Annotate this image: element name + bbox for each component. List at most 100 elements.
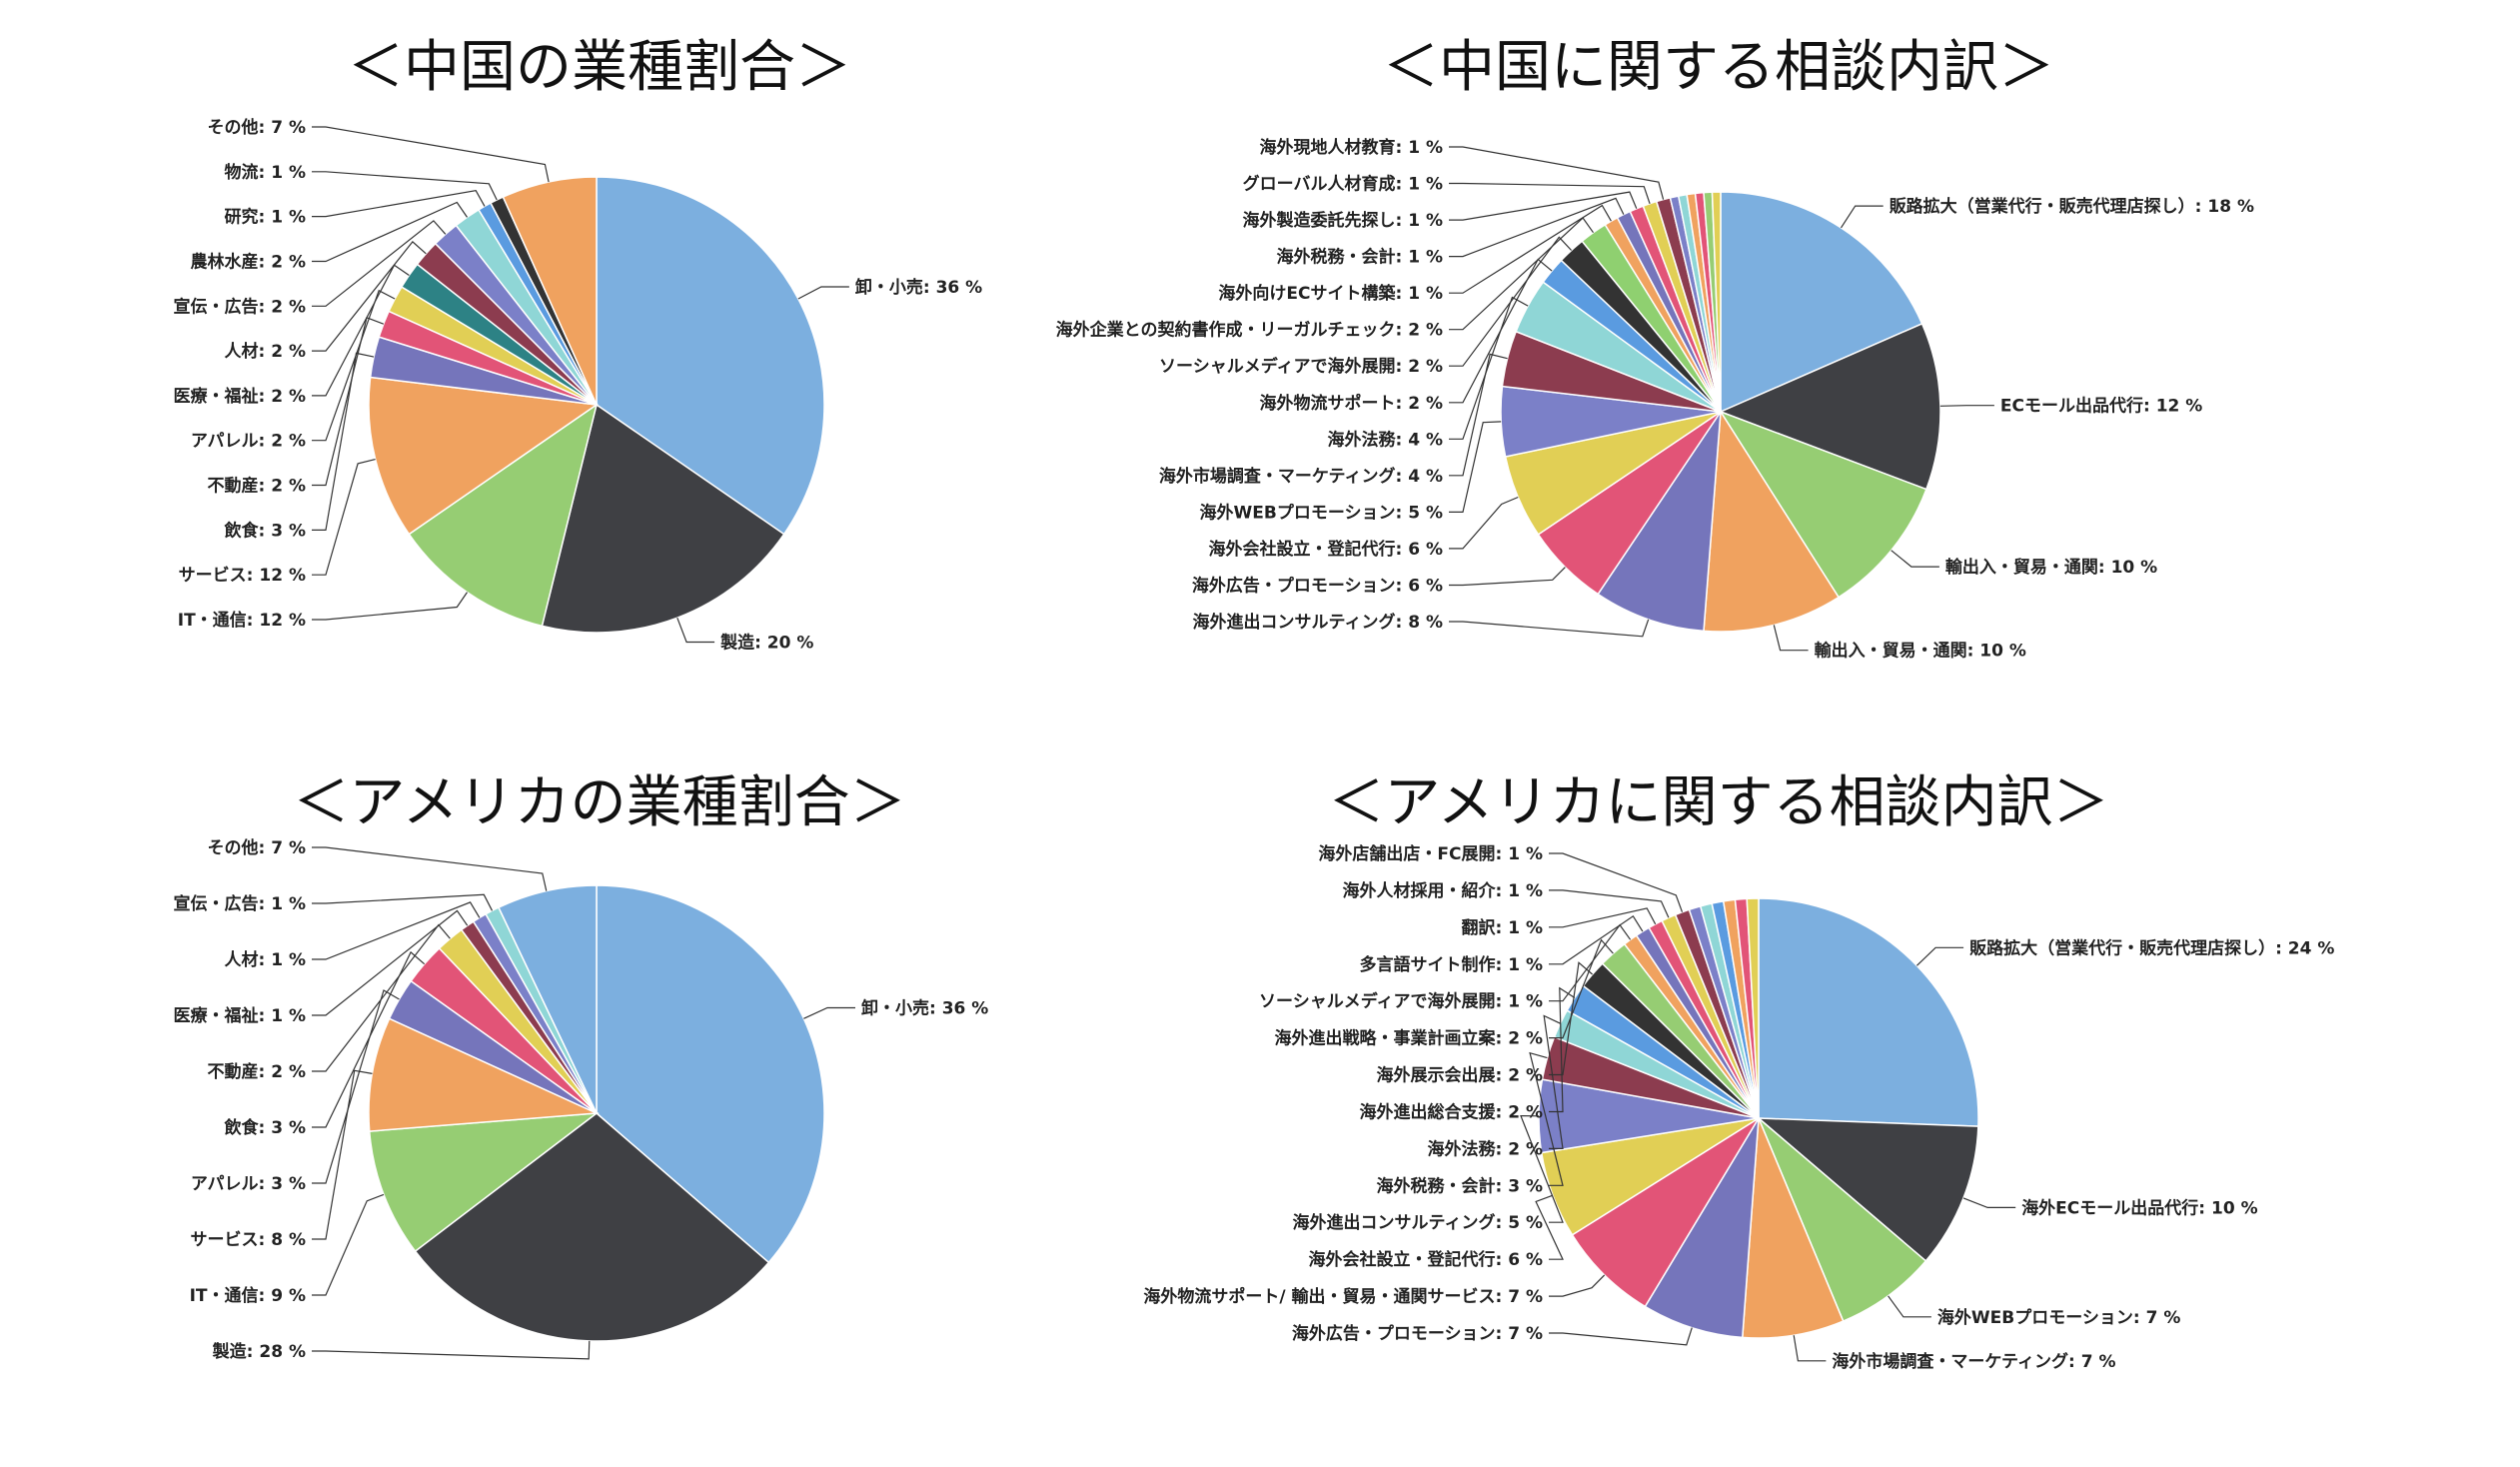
leader-line bbox=[312, 241, 427, 352]
slice-label: 海外市場調査・マーケティング: 4 % bbox=[1159, 466, 1443, 487]
slice-label: 海外店舗出店・FC展開: 1 % bbox=[1318, 843, 1543, 864]
slice-label: グローバル人材育成: 1 % bbox=[1243, 174, 1443, 195]
leader-line bbox=[1549, 961, 1593, 1076]
leader-line bbox=[1535, 1194, 1564, 1260]
leader-line bbox=[312, 1069, 373, 1240]
leader-line bbox=[312, 220, 447, 307]
slice-label: 海外会社設立・登記代行: 6 % bbox=[1309, 1249, 1544, 1270]
pie-slice bbox=[368, 376, 600, 536]
slice-label: 販路拡大（営業代行・販売代理店探し）: 18 % bbox=[1890, 196, 2254, 217]
slice-label: IT・通信: 12 % bbox=[178, 610, 306, 631]
leader-line bbox=[1962, 1197, 2016, 1208]
slice-label: 海外税務・会計: 1 % bbox=[1277, 247, 1444, 268]
chart-title: ＜アメリカの業種割合＞ bbox=[293, 770, 906, 835]
leader-line bbox=[1449, 191, 1638, 221]
slice-label: 物流: 1 % bbox=[225, 162, 307, 183]
slice-label: 海外物流サポート: 2 % bbox=[1260, 393, 1444, 414]
pie-slice bbox=[1720, 191, 1923, 414]
slice-label: ECモール出品代行: 12 % bbox=[2000, 396, 2202, 417]
leader-line bbox=[312, 352, 375, 532]
slice-label: 農林水産: 2 % bbox=[191, 252, 307, 273]
leader-line bbox=[1888, 1295, 1931, 1318]
slice-label: 海外進出総合支援: 2 % bbox=[1360, 1102, 1544, 1123]
slice-label: ソーシャルメディアで海外展開: 2 % bbox=[1159, 356, 1443, 377]
slice-label: 海外広告・プロモーション: 7 % bbox=[1292, 1323, 1543, 1344]
leader-line bbox=[312, 190, 486, 218]
slice-label: 製造: 20 % bbox=[719, 633, 813, 654]
slice-label: 海外法務: 4 % bbox=[1328, 429, 1444, 450]
slice-label: 海外物流サポート/ 輸出・貿易・通関サービス: 7 % bbox=[1143, 1286, 1543, 1307]
slice-label: 翻訳: 1 % bbox=[1462, 917, 1544, 938]
slice-label: 宣伝・広告: 1 % bbox=[174, 893, 307, 914]
leader-line bbox=[1449, 197, 1625, 258]
slice-label: その他: 7 % bbox=[208, 117, 307, 138]
slice-label: 不動産: 2 % bbox=[208, 1061, 307, 1082]
slice-label: 海外WEBプロモーション: 7 % bbox=[1937, 1307, 2180, 1328]
slice-label: 製造: 28 % bbox=[212, 1341, 306, 1362]
pie-slice bbox=[596, 176, 825, 536]
pie-chart: 卸・小売: 36 % 製造: 20 % その他: 7 % 物流: 1 % 研究: 1 %… bbox=[174, 117, 983, 654]
slice-label: 人材: 1 % bbox=[225, 949, 307, 970]
pie-chart: 販路拡大（営業代行・販売代理店探し）: 24 % 海外ECモール出品代行: 10 … bbox=[1143, 843, 2334, 1372]
slice-label: アパレル: 2 % bbox=[191, 432, 306, 452]
leader-line bbox=[312, 1193, 385, 1296]
pie-chart: 卸・小売: 36 % その他: 7 % 宣伝・広告: 1 % 人材: 1 % 医療・福祉… bbox=[174, 837, 989, 1362]
slice-label: 海外WEBプロモーション: 5 % bbox=[1200, 502, 1443, 523]
pie-slice bbox=[368, 1112, 600, 1253]
leader-line bbox=[1449, 421, 1502, 514]
leader-line bbox=[312, 893, 494, 911]
slice-label: 海外ECモール出品代行: 10 % bbox=[2021, 1197, 2257, 1218]
slice-label: 海外広告・プロモーション: 6 % bbox=[1192, 576, 1443, 597]
slice-label: 海外会社設立・登記代行: 6 % bbox=[1209, 539, 1444, 560]
pie-chart: 販路拡大（営業代行・販売代理店探し）: 18 % ECモール出品代行: 12 % 輸… bbox=[1056, 137, 2254, 662]
chart-title: ＜中国の業種割合＞ bbox=[348, 35, 851, 100]
slice-label: 輸出入・貿易・通関: 10 % bbox=[1815, 641, 2026, 662]
leader-line bbox=[797, 286, 849, 300]
pie-slice bbox=[1711, 191, 1722, 413]
leader-line bbox=[1449, 146, 1665, 200]
leader-line bbox=[312, 289, 396, 442]
leader-line bbox=[312, 126, 550, 183]
leader-line bbox=[1549, 907, 1657, 928]
leader-line bbox=[1939, 405, 1994, 407]
leader-line bbox=[312, 909, 469, 1016]
pie-slice bbox=[1758, 1117, 1927, 1323]
leader-line bbox=[1449, 567, 1566, 587]
slice-label: 海外法務: 2 % bbox=[1428, 1138, 1544, 1159]
leader-line bbox=[1449, 217, 1594, 331]
china-consultation-chart: ＜中国に関する相談内訳＞ 販路拡大（営業代行・販売代理店探し）: 18 % ECモ… bbox=[999, 0, 2520, 734]
leader-line bbox=[312, 171, 498, 201]
slice-label: IT・通信: 9 % bbox=[190, 1285, 306, 1306]
leader-line bbox=[1449, 619, 1650, 638]
slice-label: 海外現地人材教育: 1 % bbox=[1260, 137, 1444, 158]
slice-label: 人材: 2 % bbox=[225, 341, 307, 362]
slice-label: 海外向けECサイト構築: 1 % bbox=[1218, 283, 1443, 304]
leader-line bbox=[1773, 625, 1809, 652]
slice-label: その他: 7 % bbox=[208, 837, 307, 858]
pie-slice bbox=[541, 403, 785, 634]
leader-line bbox=[676, 617, 715, 644]
leader-line bbox=[1449, 353, 1508, 477]
leader-line bbox=[1449, 496, 1519, 550]
pie-slice bbox=[1597, 409, 1722, 633]
slice-label: 海外展示会出展: 2 % bbox=[1377, 1065, 1544, 1086]
leader-line bbox=[312, 201, 468, 263]
leader-line bbox=[1549, 1327, 1693, 1346]
slice-label: 海外人材採用・紹介: 1 % bbox=[1343, 880, 1544, 901]
leader-line bbox=[312, 923, 451, 1072]
leader-line bbox=[312, 459, 376, 576]
america-industry-chart: ＜アメリカの業種割合＞ 卸・小売: 36 % その他: 7 % 宣伝・広告: 1 %… bbox=[0, 734, 1099, 1467]
pie-slice bbox=[414, 1112, 770, 1342]
leader-line bbox=[1549, 986, 1576, 1113]
slice-label: 宣伝・広告: 2 % bbox=[174, 296, 307, 317]
leader-line bbox=[1549, 1274, 1606, 1297]
slice-label: 輸出入・貿易・通関: 10 % bbox=[1945, 557, 2157, 578]
leader-line bbox=[1549, 923, 1632, 1002]
leader-line bbox=[1449, 182, 1651, 204]
slice-label: 海外市場調査・マーケティング: 7 % bbox=[1832, 1351, 2115, 1372]
leader-line bbox=[1890, 550, 1939, 568]
pie-slice bbox=[1571, 1117, 1760, 1308]
leader-line bbox=[312, 592, 468, 621]
slice-label: アパレル: 3 % bbox=[191, 1174, 306, 1194]
leader-line bbox=[312, 846, 548, 891]
